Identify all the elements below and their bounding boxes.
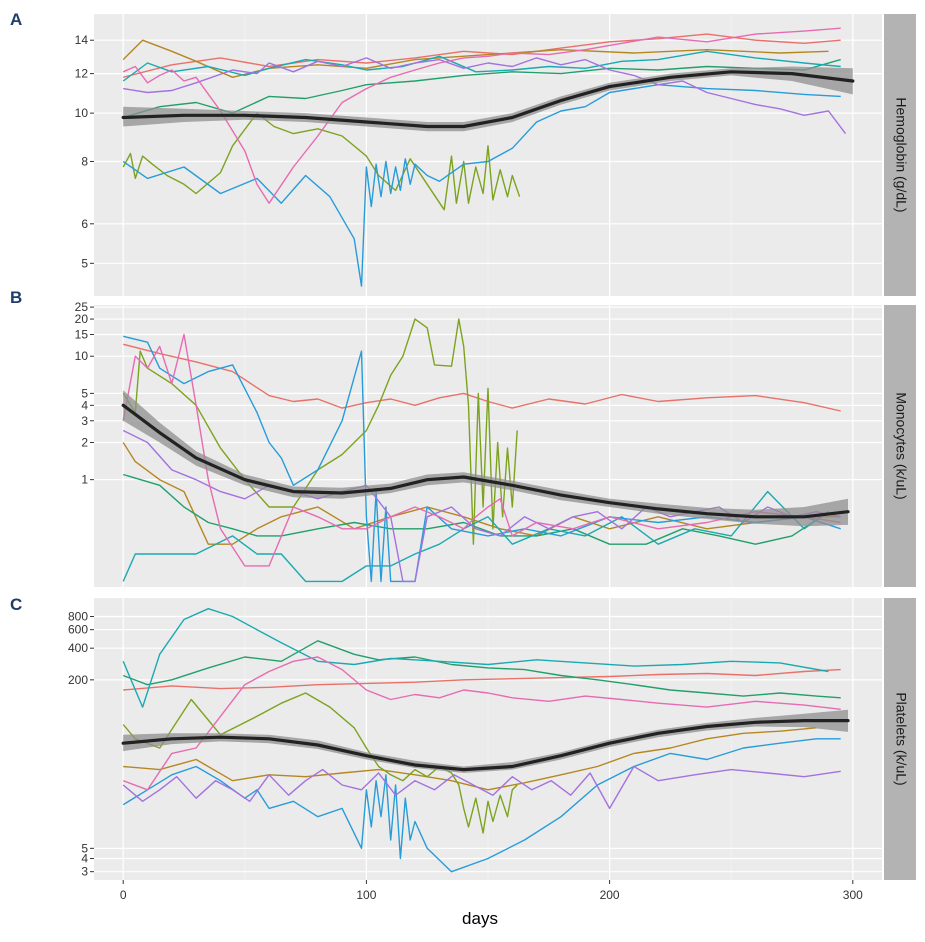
smooth-line [121,70,855,129]
series-line [123,33,841,78]
series-line [122,333,841,567]
panel-data [121,608,850,873]
series-line [123,473,829,545]
panel-data [121,27,855,287]
panel-letter: C [10,595,22,614]
panel-letter: B [10,288,22,307]
series-line [123,727,817,791]
y-tick-label: 10 [75,106,89,120]
panel-a: 5 6 8 10 12 14 Hemoglobin (g/dL) A [10,10,916,296]
series-line [122,83,841,287]
series-line [122,490,829,583]
y-tick-label: 10 [75,349,89,363]
y-tick-label: 2 [81,435,88,449]
x-tick-label: 200 [600,888,620,902]
series-line [122,765,841,810]
y-tick-label: 12 [75,67,89,81]
series-line [122,656,841,791]
y-tick-label: 5 [81,256,88,270]
y-tick-label: 1 [81,473,88,487]
facet-strip [884,14,916,296]
series-line [122,640,841,699]
y-tick-label: 4 [81,398,88,412]
x-axis-title: days [462,909,498,928]
facet-strip-label: Hemoglobin (g/dL) [893,97,909,212]
facet-strip-label: Monocytes (k/uL) [893,392,909,499]
y-tick-label: 4 [81,852,88,866]
y-tick-label: 8 [81,154,88,168]
x-axis: 0 100 200 300 [120,880,863,902]
series-line [122,738,841,873]
series-line [122,39,829,79]
x-tick-label: 0 [120,888,127,902]
series-line [122,429,841,583]
y-tick-label: 400 [68,641,88,655]
y-tick-label: 3 [81,414,88,428]
facet-strip [884,598,916,880]
y-tick-label: 3 [81,865,88,879]
x-tick-label: 100 [356,888,376,902]
smooth-line [121,718,850,772]
y-tick-label: 200 [68,673,88,687]
series-line [122,50,841,82]
y-tick-label: 600 [68,623,88,637]
panel-data [121,318,850,583]
series-line [122,608,829,708]
series-line [122,442,841,545]
facet-strip-label: Platelets (k/uL) [893,692,909,785]
series-line [123,57,847,135]
confidence-band [123,709,848,773]
confidence-band [123,66,853,132]
y-tick-label: 800 [68,610,88,624]
series-line [122,27,841,204]
facet-strip [884,305,916,587]
y-tick-label: 15 [75,327,89,341]
y-tick-label: 25 [75,300,89,314]
x-tick-label: 300 [843,888,863,902]
series-line [122,692,518,834]
series-line [123,668,841,691]
y-tick-label: 20 [75,312,89,326]
series-line [123,343,841,412]
y-tick-label: 14 [75,33,89,47]
smooth-line [121,403,850,519]
panel-letter: A [10,10,22,29]
y-tick-label: 5 [81,841,88,855]
y-tick-label: 6 [81,217,88,231]
y-tick-label: 5 [81,386,88,400]
